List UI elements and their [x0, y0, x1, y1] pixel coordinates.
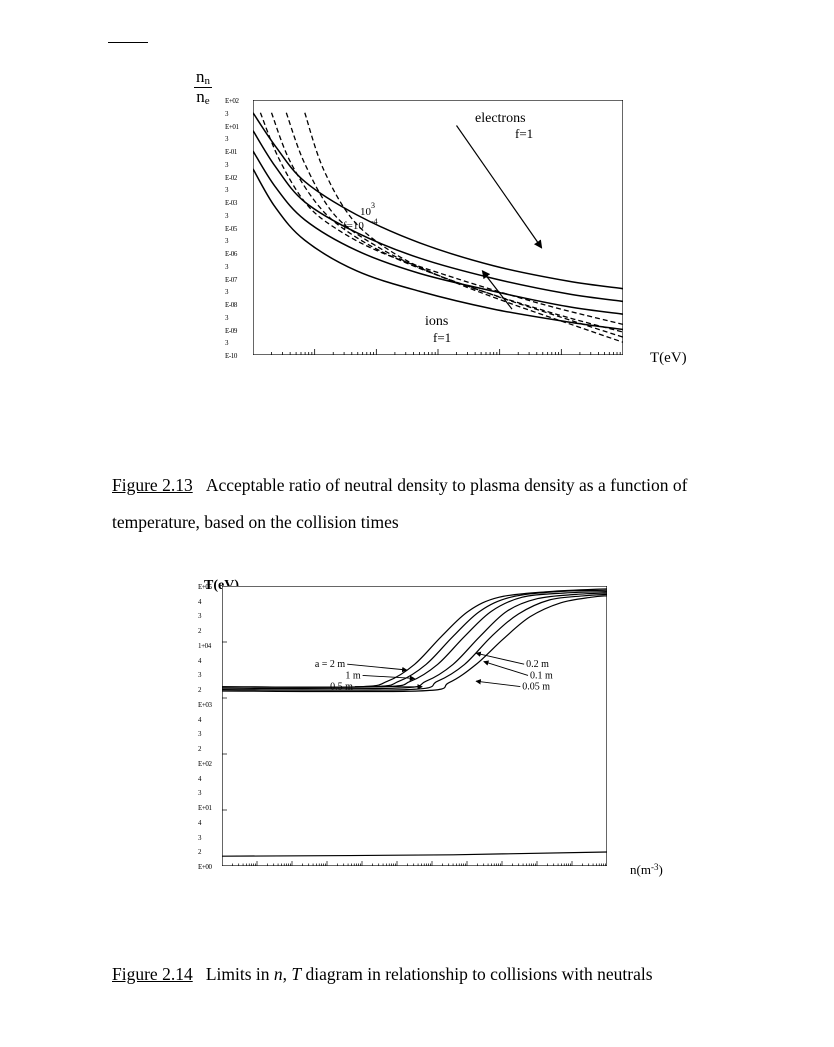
- fig214-ytick: 2: [198, 627, 201, 635]
- fig214-ytick: 2: [198, 686, 201, 694]
- label-electrons-f: f=1: [515, 126, 533, 141]
- fig214-ytick: 2: [198, 848, 201, 856]
- fig214-curve-label: 0.1 m: [530, 670, 553, 681]
- fig213-ytick: 3: [225, 339, 228, 347]
- fig214-ytick: 3: [198, 730, 201, 738]
- fig214-ytick: E+03: [198, 701, 212, 709]
- fig214-ytick: 2: [198, 745, 201, 753]
- fig213-ytick: E-06: [225, 250, 237, 258]
- fig214-ytick: E+00: [198, 863, 212, 871]
- annot-1e3: 10: [360, 206, 372, 218]
- annot-1e3-sup: 3: [371, 201, 375, 210]
- fig213-ytick: E-07: [225, 276, 237, 284]
- caption-214-label: Figure 2.14: [112, 964, 193, 984]
- fig213-ytick: 3: [225, 161, 228, 169]
- fig213-ylabel: nn ne: [194, 68, 212, 107]
- fig214-ytick: 4: [198, 716, 201, 724]
- caption-214: Figure 2.14 Limits in n, T diagram in re…: [112, 964, 784, 985]
- label-electrons: electrons: [475, 111, 526, 126]
- fig213-chart: electrons f=1 ions f=1 10 3 f=10 -4: [253, 100, 623, 355]
- page: nn ne electrons f=1 ions f=1 10 3 f=10 -…: [0, 0, 834, 1047]
- fig213-ytick: 3: [225, 314, 228, 322]
- fig214-curve-label: 0.5 m: [330, 682, 353, 693]
- caption-213-label: Figure 2.13: [112, 475, 193, 495]
- label-ions: ions: [425, 314, 448, 329]
- fig214-curve-label: 0.2 m: [526, 659, 549, 670]
- fig214-curve-label: a = 2 m: [315, 659, 346, 670]
- fig213-xlabel: T(eV): [650, 350, 687, 367]
- ylab-bot: n: [196, 87, 205, 106]
- annot-f10-4: f=10: [343, 220, 364, 232]
- fig214-ytick: 3: [198, 834, 201, 842]
- fig213-ytick: E-05: [225, 225, 237, 233]
- ylab-top: n: [196, 67, 205, 86]
- fig214-ytick: 3: [198, 789, 201, 797]
- fig214-ytick: 4: [198, 657, 201, 665]
- fig214-xlabel: n(m-3): [630, 862, 663, 878]
- c214-var2: T: [291, 964, 301, 984]
- fig213-ytick: 3: [225, 237, 228, 245]
- fig214-curve-label: 1 m: [345, 670, 361, 681]
- fig214-ytick: 3: [198, 612, 201, 620]
- fig213-ytick: E+01: [225, 123, 239, 131]
- fig214-chart: a = 2 m1 m0.5 m 0.2 m0.1 m0.05 m: [222, 586, 607, 866]
- ylab-bot-sub: e: [205, 95, 210, 107]
- fig214-curve-label: 0.05 m: [522, 682, 550, 693]
- fig213-ytick: 3: [225, 110, 228, 118]
- fig213-ytick: 3: [225, 263, 228, 271]
- fig213-ytick: 3: [225, 186, 228, 194]
- fig213-ytick: 3: [225, 288, 228, 296]
- fig214-ytick: 4: [198, 775, 201, 783]
- fig214-ytick: 4: [198, 598, 201, 606]
- fig213-ytick: 3: [225, 135, 228, 143]
- label-ions-f: f=1: [433, 330, 451, 345]
- fig213-ytick: E-01: [225, 148, 237, 156]
- fig214-ytick: 4: [198, 819, 201, 827]
- fig213-ytick: E-09: [225, 327, 237, 335]
- xlab214-close: ): [658, 862, 662, 877]
- fig213-ytick: 3: [225, 212, 228, 220]
- fig214-ytick: E+05: [198, 583, 212, 591]
- c214-pre: Limits in: [206, 964, 274, 984]
- fig214-ytick: 1+04: [198, 642, 211, 650]
- fig213-ytick: E-02: [225, 174, 237, 182]
- annot-f10-4-sup: -4: [371, 217, 378, 226]
- fig213-ytick: E+02: [225, 97, 239, 105]
- caption-213: Figure 2.13 Acceptable ratio of neutral …: [112, 467, 756, 541]
- c214-suf: diagram in relationship to collisions wi…: [301, 964, 652, 984]
- fig213-ytick: E-10: [225, 352, 237, 360]
- rule-top: [108, 42, 148, 43]
- fig214-ytick: E+02: [198, 760, 212, 768]
- c214-var1: n: [274, 964, 283, 984]
- fig213-ytick: E-08: [225, 301, 237, 309]
- fig214-ytick: E+01: [198, 804, 212, 812]
- fig214-ytick: 3: [198, 671, 201, 679]
- ylab-top-sub: n: [205, 75, 211, 87]
- xlab214-base: n(m: [630, 862, 651, 877]
- caption-213-text: Acceptable ratio of neutral density to p…: [112, 475, 687, 532]
- fig213-ytick: E-03: [225, 199, 237, 207]
